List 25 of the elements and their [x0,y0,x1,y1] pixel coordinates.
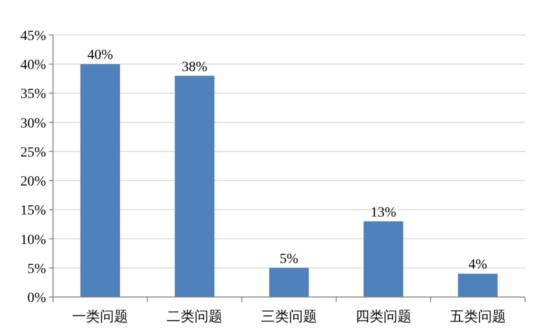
y-tick-label: 35% [20,87,46,102]
y-tick-label: 0% [27,291,46,306]
x-tick-label: 二类问题 [166,308,223,324]
y-tick-label: 15% [20,204,46,219]
bar [364,221,404,297]
y-tick-label: 10% [20,232,46,248]
y-tick-label: 40% [20,58,46,74]
y-tick-label: 20% [20,174,46,190]
bar [80,64,120,297]
bar [174,76,214,297]
data-label: 4% [468,258,488,273]
x-tick-label: 五类问题 [450,308,506,324]
bar [269,268,309,297]
x-tick-label: 一类问题 [72,308,128,324]
data-label: 5% [280,252,299,267]
x-tick-label: 四类问题 [355,308,412,324]
y-tick-label: 45% [20,29,46,44]
data-label: 40% [87,48,114,64]
data-label: 38% [182,60,208,75]
y-tick-label: 5% [27,262,46,277]
bar [458,274,498,297]
x-tick-label: 三类问题 [261,308,317,324]
y-tick-label: 30% [20,116,46,132]
y-tick-label: 25% [20,145,46,160]
data-label: 13% [370,205,397,220]
